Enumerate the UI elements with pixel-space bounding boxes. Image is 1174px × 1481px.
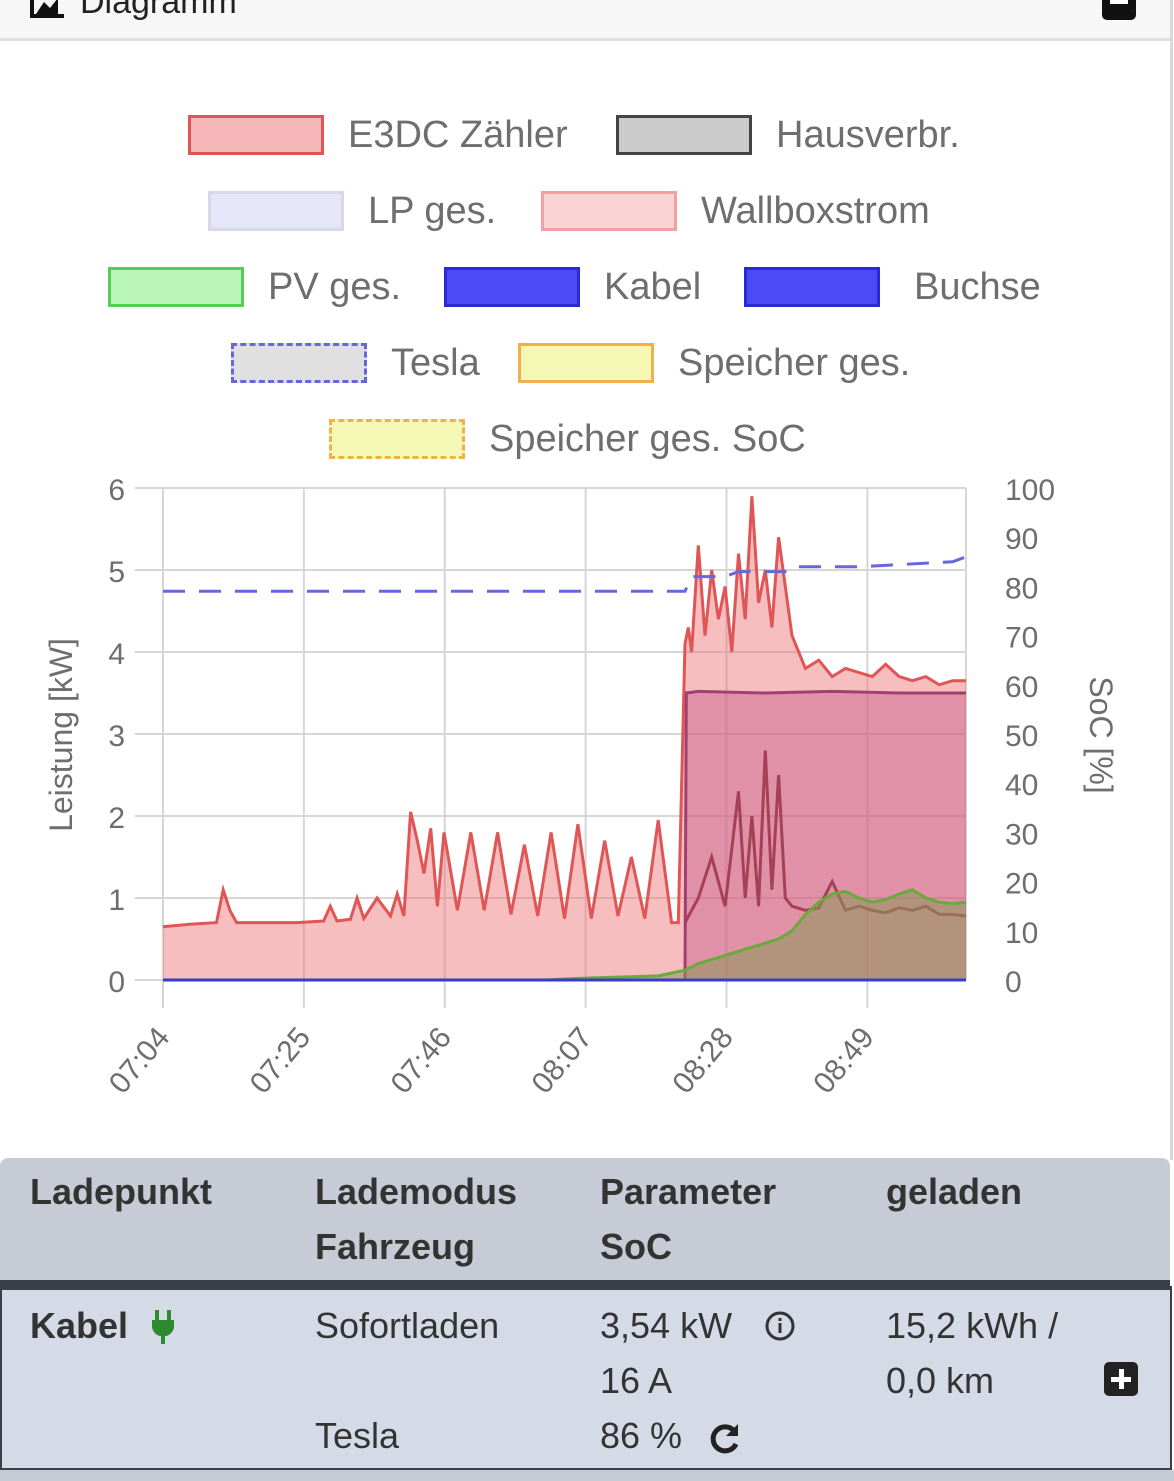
charged-range: 0,0 km (886, 1360, 995, 1401)
chargepoint-name: Kabel (30, 1305, 129, 1346)
charge-mode[interactable]: Sofortladen (315, 1305, 500, 1346)
y2-tick-label: 20 (1005, 868, 1038, 901)
header-geladen: geladen (886, 1171, 1023, 1212)
legend-swatch (208, 191, 344, 231)
vehicle-name: Tesla (315, 1415, 400, 1456)
info-icon[interactable] (764, 1310, 796, 1342)
series-wallboxstrom-line (683, 689, 966, 981)
y2-tick-label: 100 (1005, 474, 1055, 507)
y2-tick-label: 90 (1005, 523, 1038, 556)
plus-square-icon[interactable] (1104, 1362, 1138, 1396)
x-tick-label: 08:07 (525, 1021, 599, 1100)
legend-swatch (329, 419, 465, 459)
diagram-card-header: Diagramm (0, 0, 1170, 41)
diagram-title: Diagramm (80, 0, 237, 21)
series-tesla-line (163, 555, 967, 593)
y-axis-label: Leistung [kW] (43, 638, 79, 832)
y2-tick-label: 30 (1005, 818, 1038, 851)
legend-swatch (444, 267, 580, 307)
y2-tick-label: 60 (1005, 671, 1038, 704)
y2-tick-label: 70 (1005, 622, 1038, 655)
y-tick-label: 0 (108, 966, 125, 999)
y-tick-label: 4 (108, 638, 125, 671)
header-soc: SoC (600, 1226, 672, 1267)
x-tick-label: 07:04 (103, 1021, 177, 1100)
plug-icon (152, 1310, 174, 1344)
chart-series (162, 496, 967, 982)
y2-tick-label: 80 (1005, 572, 1038, 605)
header-fahrzeug: Fahrzeug (315, 1226, 476, 1267)
series-pv-ges--line (544, 888, 967, 982)
charge-power: 3,54 kW (600, 1305, 733, 1346)
next-row-strip (0, 1470, 1174, 1481)
legend-label: Kabel (604, 266, 702, 308)
legend-label: PV ges. (268, 266, 402, 308)
legend-label: Buchse (914, 266, 1041, 308)
y-tick-label: 2 (108, 802, 125, 835)
legend-label: Tesla (391, 342, 480, 384)
chart-icon (30, 0, 64, 18)
legend-label: LP ges. (368, 190, 497, 232)
card-border (1170, 0, 1173, 1160)
charged-energy: 15,2 kWh / (886, 1305, 1059, 1346)
legend-swatch (744, 267, 880, 307)
y-tick-label: 3 (108, 720, 125, 753)
legend-label: Speicher ges. SoC (489, 418, 806, 460)
table-row: Kabel Sofortladen Tesla 3,54 kW 16 A 86 … (0, 1286, 1172, 1470)
legend-label: Speicher ges. (678, 342, 911, 384)
legend-swatch (541, 191, 677, 231)
legend-label: Wallboxstrom (701, 190, 930, 232)
y2-axis-label: SoC [%] (1083, 676, 1119, 793)
legend-swatch (518, 343, 654, 383)
x-tick-label: 07:25 (244, 1021, 318, 1100)
y2-tick-label: 10 (1005, 917, 1038, 950)
header-parameter: Parameter (600, 1171, 777, 1212)
series-e3dc-z-hler-area (163, 496, 966, 980)
series-e3dc-z-hler-line (162, 496, 966, 929)
legend-label: Hausverbr. (776, 114, 960, 156)
table-header: Ladepunkt Lademodus Fahrzeug Parameter S… (0, 1158, 1170, 1286)
y2-tick-label: 0 (1005, 966, 1022, 999)
y-tick-label: 1 (108, 884, 125, 917)
legend-swatch (108, 267, 244, 307)
header-lademodus: Lademodus (315, 1171, 518, 1212)
x-tick-label: 07:46 (385, 1021, 459, 1100)
legend-swatch (231, 343, 367, 383)
y2-tick-label: 50 (1005, 720, 1038, 753)
vehicle-soc: 86 % (600, 1415, 683, 1456)
x-tick-label: 08:28 (666, 1021, 740, 1100)
minus-square-icon[interactable] (1102, 0, 1136, 20)
y2-tick-label: 40 (1005, 769, 1038, 802)
x-tick-label: 08:49 (807, 1021, 881, 1100)
charge-current: 16 A (600, 1360, 673, 1401)
legend-swatch (616, 115, 752, 155)
y-tick-label: 6 (108, 474, 125, 507)
series-pv-ges--area (544, 889, 966, 980)
legend-swatch (188, 115, 324, 155)
refresh-icon[interactable] (708, 1422, 742, 1456)
legend-label: E3DC Zähler (348, 114, 568, 156)
y-tick-label: 5 (108, 556, 125, 589)
header-ladepunkt: Ladepunkt (30, 1171, 213, 1212)
